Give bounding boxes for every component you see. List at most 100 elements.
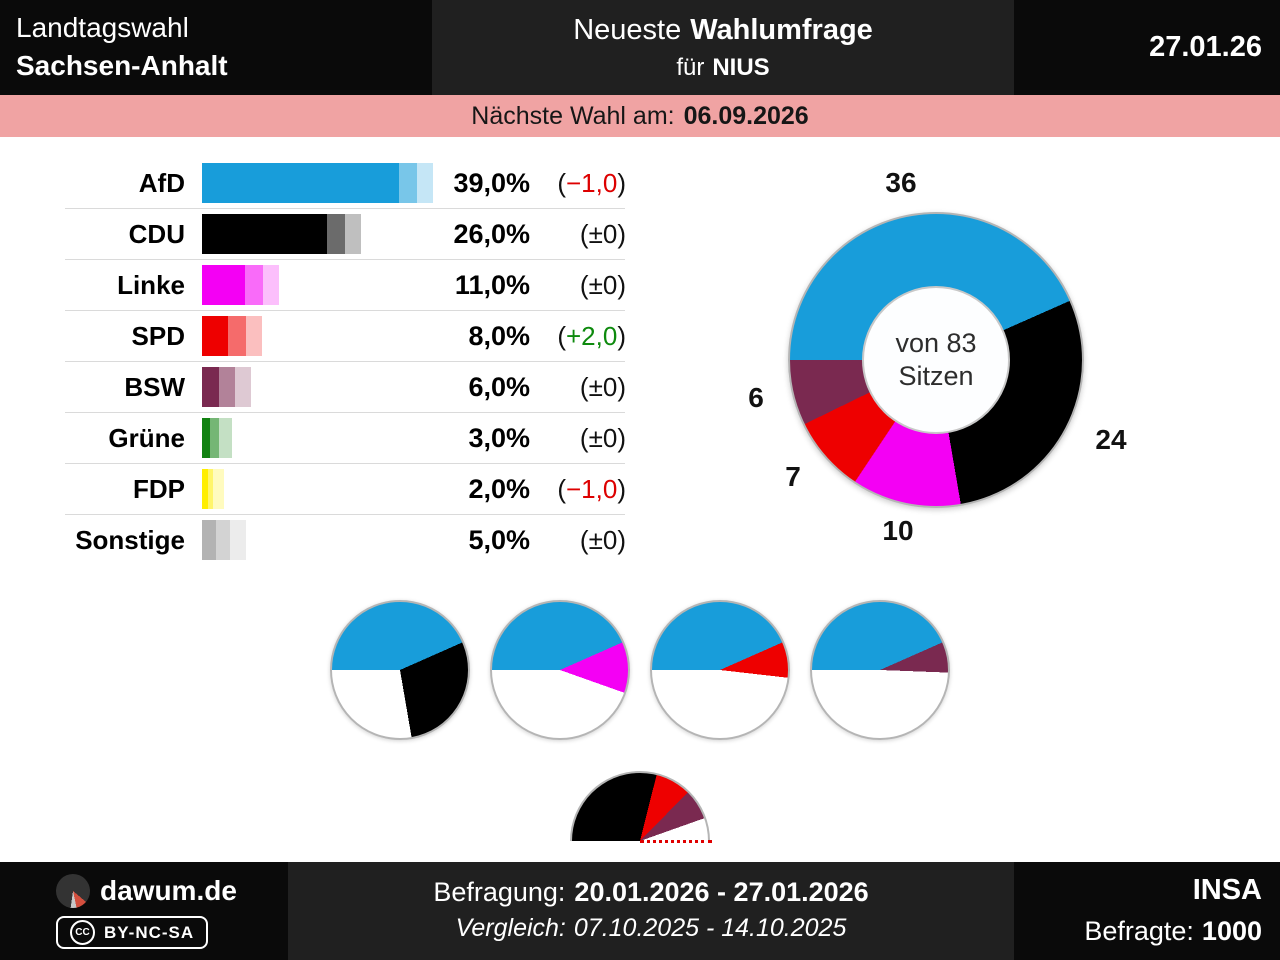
header-center-box: Neueste Wahlumfrage für NIUS: [432, 0, 1014, 95]
footer-institute: INSA Befragte: 1000: [1084, 874, 1262, 947]
poll-bar: [202, 418, 219, 458]
respondents-count: 1000: [1201, 916, 1262, 946]
subline-prefix: für: [676, 54, 705, 81]
poll-subline: für NIUS: [432, 54, 1014, 82]
bar-fade-inner: [215, 520, 230, 560]
headline-prefix: Neueste: [573, 14, 682, 46]
poll-row-sonstige: Sonstige 5,0% (±0): [65, 515, 626, 565]
survey-dates: 20.01.2026 - 27.01.2026: [574, 877, 869, 907]
bar-fade-inner: [327, 214, 345, 254]
poll-bar: [202, 469, 213, 509]
bar-fade-previous: [235, 367, 251, 407]
poll-bar-track: [202, 520, 452, 560]
poll-bar-track: [202, 163, 452, 203]
poll-bar-track: [202, 469, 452, 509]
coalition-pie-afd-spd: [650, 600, 790, 740]
brand-row: dawum.de: [56, 874, 237, 908]
poll-bar-track: [202, 214, 452, 254]
bar-fade-inner: [210, 418, 219, 458]
poll-change: (−1,0): [557, 168, 626, 198]
donut-center-line2: Sitzen: [898, 361, 974, 391]
poll-value: 2,0%: [468, 474, 530, 504]
poll-row-spd: SPD 8,0% (+2,0): [65, 311, 626, 362]
election-type: Landtagswahl: [16, 12, 189, 43]
party-label: FDP: [133, 474, 185, 504]
brand-name: dawum.de: [100, 875, 237, 906]
party-label: Linke: [117, 270, 185, 300]
license-badge: CC BY-NC-SA: [56, 916, 209, 949]
poll-headline: Neueste Wahlumfrage: [432, 14, 1014, 47]
poll-bar-chart: AfD 39,0% (−1,0) CDU 26,0% (±0) Linke 11,0% (±0)…: [65, 158, 626, 565]
poll-row-bsw: BSW 6,0% (±0): [65, 362, 626, 413]
donut-center-label: von 83 Sitzen: [862, 286, 1010, 434]
header: Landtagswahl Sachsen-Anhalt Neueste Wahl…: [0, 0, 1280, 95]
next-election-banner: Nächste Wahl am: 06.09.2026: [0, 95, 1280, 137]
election-region: Sachsen-Anhalt: [16, 50, 228, 81]
coalition-pie-afd-bsw: [810, 600, 950, 740]
poll-row-fdp: FDP 2,0% (−1,0): [65, 464, 626, 515]
poll-value: 39,0%: [453, 168, 530, 198]
footer-brand: dawum.de CC BY-NC-SA: [56, 874, 237, 949]
headline-bold: Wahlumfrage: [690, 14, 873, 46]
majority-threshold-line: [640, 840, 712, 843]
poll-bar: [202, 163, 417, 203]
coalition-pie-afd-linke: [490, 600, 630, 740]
creative-commons-icon: CC: [70, 920, 95, 945]
poll-value: 11,0%: [454, 270, 530, 300]
poll-value: 5,0%: [468, 525, 530, 555]
poll-change: (±0): [579, 423, 626, 453]
poll-bar: [202, 214, 345, 254]
poll-change: (−1,0): [557, 474, 626, 504]
comparison-dates: 07.10.2025 - 14.10.2025: [573, 914, 847, 942]
poll-bar-track: [202, 265, 452, 305]
party-label: AfD: [138, 168, 185, 198]
election-title: Landtagswahl Sachsen-Anhalt: [16, 9, 228, 85]
party-label: CDU: [128, 219, 185, 249]
publication-date: 27.01.26: [1149, 31, 1262, 63]
poll-value: 6,0%: [468, 372, 530, 402]
subline-bold: NIUS: [712, 54, 770, 81]
poll-bar: [202, 316, 246, 356]
seat-distribution-donut: von 83 Sitzen: [788, 212, 1084, 508]
party-label: Grüne: [108, 423, 185, 453]
bar-fade-inner: [228, 316, 246, 356]
seat-count-bsw: 6: [748, 382, 764, 413]
coalition-semicircle-cdu-spd-bsw: [570, 771, 710, 841]
poll-bar: [202, 520, 230, 560]
poll-bar-track: [202, 316, 452, 356]
bar-fade-previous: [218, 418, 233, 458]
bar-fade-previous: [229, 520, 246, 560]
seat-count-afd: 36: [885, 167, 917, 198]
license-text: BY-NC-SA: [104, 922, 195, 942]
poll-bar: [202, 367, 235, 407]
respondents-row: Befragte: 1000: [1084, 916, 1262, 947]
bar-fade-previous: [213, 469, 224, 509]
bar-fade-inner: [398, 163, 417, 203]
poll-bar: [202, 265, 263, 305]
seat-count-linke: 10: [882, 515, 914, 546]
poll-row-linke: Linke 11,0% (±0): [65, 260, 626, 311]
seat-count-spd: 7: [785, 461, 801, 492]
bar-fade-previous: [416, 163, 433, 203]
poll-value: 8,0%: [468, 321, 530, 351]
donut-center-line1: von 83: [895, 328, 977, 358]
footer-center-box: Befragung: 20.01.2026 - 27.01.2026 Vergl…: [288, 862, 1014, 960]
poll-change: (±0): [579, 372, 626, 402]
bar-fade-inner: [244, 265, 263, 305]
bar-fade-previous: [246, 316, 262, 356]
party-label: SPD: [131, 321, 185, 351]
bar-fade-previous: [345, 214, 361, 254]
poll-bar-track: [202, 418, 452, 458]
poll-row-grüne: Grüne 3,0% (±0): [65, 413, 626, 464]
dawum-logo-icon: [56, 874, 90, 908]
party-label: BSW: [124, 372, 185, 402]
respondents-label: Befragte:: [1084, 916, 1194, 946]
survey-label: Befragung:: [433, 877, 566, 907]
poll-change: (+2,0): [557, 321, 626, 351]
comparison-label: Vergleich:: [455, 914, 566, 942]
next-election-label: Nächste Wahl am:: [471, 101, 675, 130]
poll-bar-track: [202, 367, 452, 407]
poll-row-cdu: CDU 26,0% (±0): [65, 209, 626, 260]
survey-period: Befragung: 20.01.2026 - 27.01.2026: [288, 877, 1014, 908]
